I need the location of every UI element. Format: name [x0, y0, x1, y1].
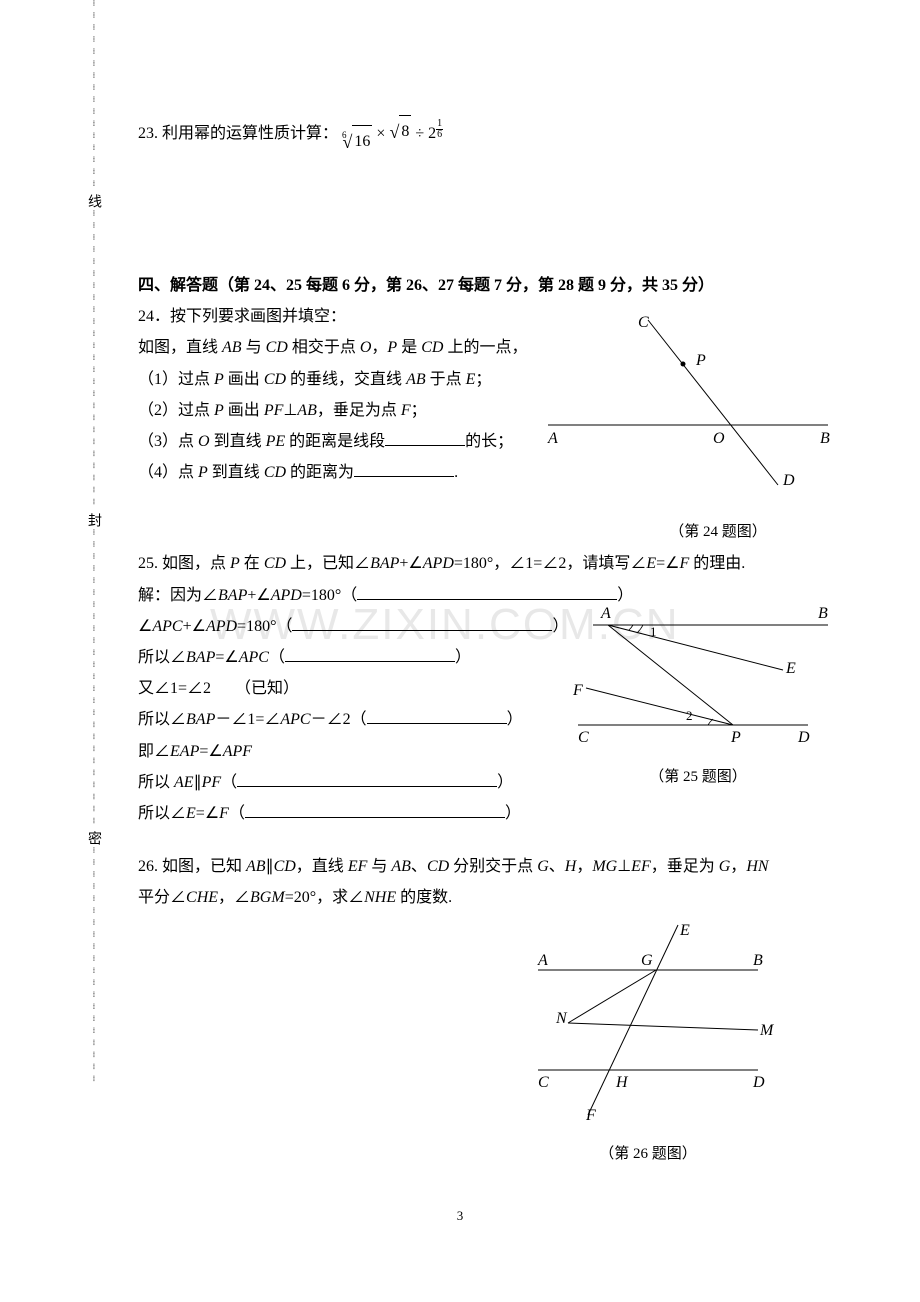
q25-number: 25.: [138, 555, 158, 572]
q26-intro-b: 平分∠CHE，∠BGM=20°，求∠NHE 的度数.: [138, 882, 858, 913]
blank-q24-4[interactable]: [354, 461, 454, 477]
q24-svg: A B C D O P: [538, 305, 838, 515]
svg-text:O: O: [713, 430, 725, 447]
svg-text:D: D: [782, 472, 795, 489]
blank-q25-2[interactable]: [292, 615, 552, 631]
q26-figure: A B C D E F G H M N （第 26 题图）: [508, 915, 788, 1163]
radical-sign: √: [389, 115, 399, 150]
svg-text:D: D: [797, 729, 810, 746]
q23-text: 利用幂的运算性质计算：: [162, 125, 338, 142]
binding-dots: ┈┈┈┈┈┈┈┈┈┈┈┈┈┈┈┈: [88, 0, 99, 192]
svg-text:F: F: [572, 682, 583, 699]
q25-fig-label: （第 25 题图）: [558, 765, 838, 786]
svg-text:H: H: [615, 1074, 629, 1091]
q24-fig-label: （第 24 题图）: [598, 520, 838, 541]
svg-text:N: N: [555, 1010, 568, 1027]
q23-number: 23.: [138, 125, 158, 142]
binding-dots: ┈┈┈┈┈┈┈┈┈┈┈┈┈┈┈┈┈┈┈┈┈┈┈┈┈: [88, 529, 99, 830]
q24-figure: A B C D O P （第 24 题图）: [538, 305, 838, 541]
binding-char-xian: 线: [83, 194, 103, 208]
q25-intro: 25. 如图，点 P 在 CD 上，已知∠BAP+∠APD=180°，∠1=∠2…: [138, 548, 858, 579]
binding-margin: ┈┈┈┈┈┈┈┈┈┈┈┈┈┈┈┈ 线 ┈┈┈┈┈┈┈┈┈┈┈┈┈┈┈┈┈┈┈┈┈…: [78, 0, 108, 1200]
svg-text:M: M: [759, 1022, 775, 1039]
blank-q25-7[interactable]: [237, 771, 497, 787]
q24-part3b: 的长；: [465, 433, 513, 450]
exp-den: 6: [436, 130, 443, 140]
svg-text:E: E: [679, 922, 690, 939]
svg-text:P: P: [695, 352, 706, 369]
radical-sign: √: [343, 125, 353, 160]
q24-intro-text: 按下列要求画图并填空：: [170, 308, 346, 325]
base-2: 2: [428, 125, 436, 142]
q25-line8: 所以∠E=∠F（）: [138, 798, 858, 829]
blank-q25-5[interactable]: [367, 708, 507, 724]
svg-text:G: G: [641, 952, 653, 969]
svg-text:C: C: [538, 1074, 549, 1091]
svg-text:F: F: [585, 1107, 596, 1124]
radical-body-16: 16: [352, 125, 372, 157]
svg-text:1: 1: [650, 624, 657, 639]
svg-text:B: B: [820, 430, 830, 447]
svg-text:C: C: [638, 314, 649, 331]
svg-text:A: A: [547, 430, 558, 447]
q25-svg: A B C D E F P 1 2: [558, 600, 838, 760]
svg-text:C: C: [578, 729, 589, 746]
section4-title: 四、解答题（第 24、25 每题 6 分，第 26、27 每题 7 分，第 28…: [138, 270, 858, 301]
blank-q25-3[interactable]: [285, 646, 455, 662]
svg-text:A: A: [600, 605, 611, 622]
q26-svg: A B C D E F G H M N: [508, 915, 788, 1125]
svg-text:A: A: [537, 952, 548, 969]
svg-text:B: B: [753, 952, 763, 969]
q23: 23. 利用幂的运算性质计算： 6 √ 16 × √ 8 ÷ 216: [138, 115, 858, 160]
binding-dots: ┈┈┈┈┈┈┈┈┈┈┈┈┈┈┈┈┈┈┈┈: [88, 847, 99, 1087]
svg-text:2: 2: [686, 708, 693, 723]
svg-text:P: P: [730, 729, 741, 746]
q24-part4b: .: [454, 464, 458, 481]
binding-char-feng: 封: [83, 513, 103, 527]
binding-char-mi: 密: [83, 831, 103, 845]
blank-q25-8[interactable]: [245, 802, 505, 818]
svg-text:D: D: [752, 1074, 765, 1091]
q25-figure: A B C D E F P 1 2 （第 25 题图）: [558, 600, 838, 786]
q26-intro-a: 26. 如图，已知 AB∥CD，直线 EF 与 AB、CD 分别交于点 G、H，…: [138, 851, 858, 882]
content-area: 23. 利用幂的运算性质计算： 6 √ 16 × √ 8 ÷ 216 四、解答题…: [138, 115, 858, 913]
svg-text:B: B: [818, 605, 828, 622]
blank-q25-1[interactable]: [357, 584, 617, 600]
q23-expr: 6 √ 16 × √ 8 ÷ 216: [342, 125, 443, 142]
radical-body-8: 8: [399, 115, 411, 147]
q26-number: 26.: [138, 858, 158, 875]
q24-number: 24．: [138, 308, 170, 325]
binding-dots: ┈┈┈┈┈┈┈┈┈┈┈┈┈┈┈┈┈┈┈┈┈┈┈┈┈: [88, 210, 99, 511]
svg-text:E: E: [785, 660, 796, 677]
q26-fig-label: （第 26 题图）: [508, 1142, 788, 1163]
page-number: 3: [0, 1208, 920, 1224]
blank-q24-3[interactable]: [385, 430, 465, 446]
